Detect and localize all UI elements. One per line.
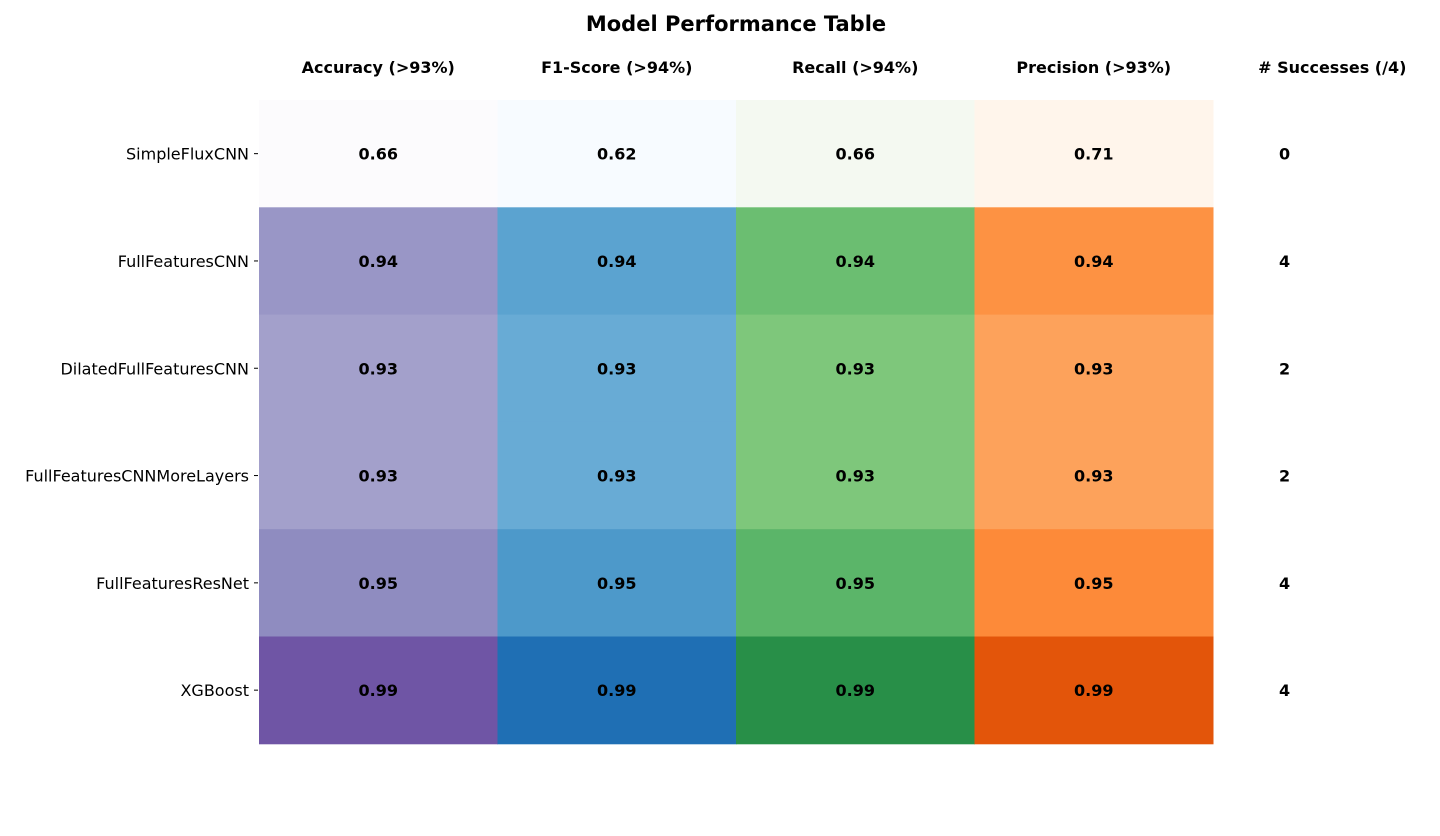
row-label: FullFeaturesCNNMoreLayers	[25, 467, 249, 486]
heatmap-cell	[974, 636, 1214, 745]
heatmap-cell	[497, 314, 737, 423]
row-label: DilatedFullFeaturesCNN	[60, 359, 249, 378]
column-header: F1-Score (>94%)	[541, 58, 692, 77]
heatmap-cell	[259, 421, 498, 530]
cell-value: 0.99	[359, 681, 398, 700]
row-label: SimpleFluxCNN	[126, 145, 249, 164]
row-label: XGBoost	[180, 681, 249, 700]
row-label: FullFeaturesCNN	[118, 252, 249, 271]
successes-value: 4	[1279, 574, 1290, 593]
cell-value: 0.95	[1074, 574, 1113, 593]
cell-value: 0.99	[597, 681, 636, 700]
successes-value: 4	[1279, 681, 1290, 700]
cell-value: 0.93	[836, 467, 875, 486]
heatmap-cell	[497, 207, 737, 316]
column-header: Precision (>93%)	[1016, 58, 1171, 77]
heatmap-cell	[259, 314, 498, 423]
heatmap-cell	[974, 207, 1214, 316]
cell-value: 0.66	[359, 145, 398, 164]
heatmap-cell	[497, 529, 737, 637]
heatmap-cell	[259, 100, 498, 208]
successes-header: # Successes (/4)	[1258, 58, 1406, 77]
heatmap-cell	[974, 421, 1214, 530]
cell-value: 0.94	[836, 252, 875, 271]
heatmap-cell	[259, 207, 498, 316]
cell-value: 0.94	[1074, 252, 1113, 271]
column-header: Accuracy (>93%)	[302, 58, 455, 77]
column-header: Recall (>94%)	[792, 58, 918, 77]
cell-value: 0.99	[836, 681, 875, 700]
successes-value: 2	[1279, 359, 1290, 378]
cell-value: 0.93	[836, 359, 875, 378]
row-label: FullFeaturesResNet	[96, 574, 249, 593]
cell-value: 0.93	[597, 467, 636, 486]
cell-value: 0.95	[836, 574, 875, 593]
heatmap-cell	[259, 636, 498, 745]
heatmap-cell	[497, 421, 737, 530]
heatmap-cell	[974, 100, 1214, 208]
heatmap-cell	[974, 529, 1214, 637]
cell-value: 0.93	[359, 359, 398, 378]
cell-value: 0.93	[359, 467, 398, 486]
cell-value: 0.62	[597, 145, 636, 164]
heatmap-cell	[736, 636, 975, 745]
cell-value: 0.93	[1074, 359, 1113, 378]
heatmap-cell	[736, 100, 975, 208]
cell-value: 0.95	[359, 574, 398, 593]
cell-value: 0.66	[836, 145, 875, 164]
heatmap-cell	[974, 314, 1214, 423]
heatmap-cell	[259, 529, 498, 637]
heatmap-cell	[736, 529, 975, 637]
cell-value: 0.93	[597, 359, 636, 378]
heatmap-cell	[497, 100, 737, 208]
heatmap-cell	[736, 421, 975, 530]
cell-value: 0.93	[1074, 467, 1113, 486]
cell-value: 0.94	[359, 252, 398, 271]
heatmap-cell	[736, 314, 975, 423]
chart-title: Model Performance Table	[586, 12, 886, 36]
heatmap-cell	[497, 636, 737, 745]
cell-value: 0.99	[1074, 681, 1113, 700]
cell-value: 0.95	[597, 574, 636, 593]
successes-value: 0	[1279, 145, 1290, 164]
cell-value: 0.94	[597, 252, 636, 271]
successes-value: 4	[1279, 252, 1290, 271]
heatmap-cell	[736, 207, 975, 316]
successes-value: 2	[1279, 467, 1290, 486]
cell-value: 0.71	[1074, 145, 1113, 164]
